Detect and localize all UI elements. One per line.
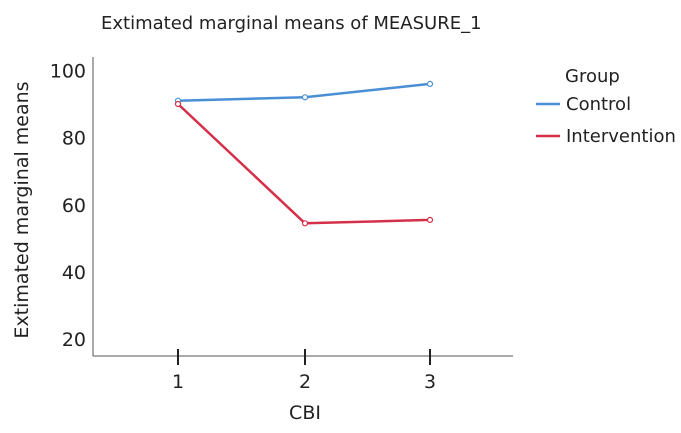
chart-title: Extimated marginal means of MEASURE_1 [101, 13, 482, 34]
y-tick-label: 80 [62, 128, 86, 150]
x-axis-label: CBI [289, 402, 321, 424]
x-tick-label: 2 [299, 371, 311, 393]
data-point-intervention [174, 100, 182, 108]
y-tick-label: 60 [62, 195, 86, 217]
x-tick-label: 1 [172, 371, 184, 393]
y-tick-label: 40 [62, 262, 86, 284]
legend-label-intervention: Intervention [566, 126, 676, 147]
legend-label-control: Control [566, 94, 631, 115]
plot-area: 20 40 60 80 100 1 2 3 Control Intervention [50, 57, 676, 393]
data-point-intervention [426, 216, 434, 223]
legend-title: Group [565, 66, 620, 87]
y-tick-label: 100 [50, 60, 86, 82]
series-line-intervention [177, 103, 431, 225]
data-point-intervention [301, 220, 309, 227]
data-point-control [426, 80, 434, 88]
y-tick-label: 20 [62, 329, 86, 351]
x-tick-label: 3 [424, 371, 436, 393]
y-axis-label: Extimated marginal means [11, 81, 33, 338]
data-point-control [301, 94, 309, 101]
